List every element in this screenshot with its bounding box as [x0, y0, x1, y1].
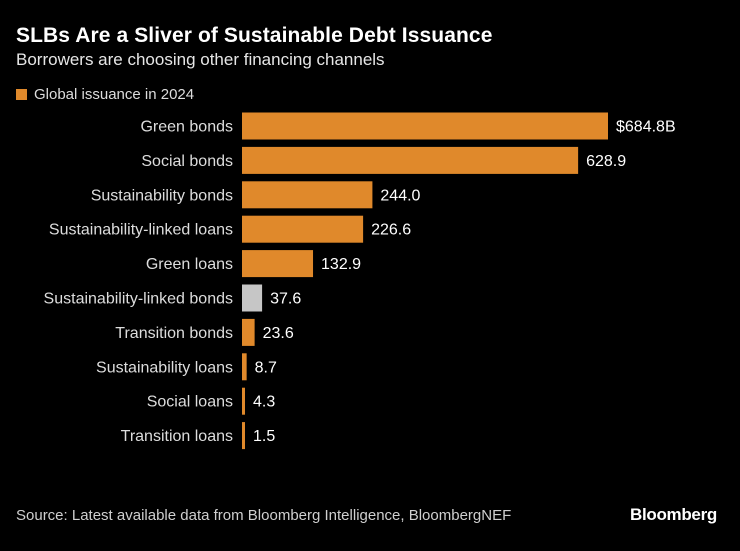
bar-chart: Green bonds $684.8B Social bonds 628.9 Susta…	[44, 112, 676, 450]
value-label: 4.3	[253, 394, 275, 411]
legend: Global issuance in 2024	[16, 86, 194, 103]
category-label: Sustainability bonds	[91, 187, 233, 204]
category-label: Social loans	[147, 394, 233, 411]
value-label: $684.8B	[616, 119, 676, 136]
source-note: Source: Latest available data from Bloom…	[16, 507, 512, 524]
bar	[242, 318, 255, 346]
value-label: 628.9	[586, 153, 626, 170]
bar	[242, 146, 579, 174]
value-label: 1.5	[253, 428, 275, 445]
value-label: 23.6	[263, 325, 294, 342]
bar	[242, 387, 245, 415]
category-label: Transition loans	[121, 428, 233, 445]
value-label: 132.9	[321, 256, 361, 273]
category-label: Sustainability-linked loans	[49, 222, 233, 239]
bar	[242, 353, 247, 381]
category-label: Green bonds	[140, 119, 233, 136]
bar	[242, 250, 314, 278]
bar	[242, 284, 263, 312]
bar	[242, 181, 373, 209]
category-label: Green loans	[146, 256, 233, 273]
category-label: Sustainability-linked bonds	[44, 291, 233, 308]
legend-label: Global issuance in 2024	[34, 86, 195, 103]
bar	[242, 422, 245, 450]
category-label: Social bonds	[141, 153, 233, 170]
bar	[242, 112, 608, 140]
value-label: 226.6	[371, 222, 411, 239]
value-label: 37.6	[270, 291, 301, 308]
bar	[242, 215, 364, 243]
bloomberg-logo: Bloomberg	[629, 505, 717, 524]
chart-title: SLBs Are a Sliver of Sustainable Debt Is…	[16, 24, 493, 47]
value-label: 8.7	[255, 359, 277, 376]
legend-swatch	[16, 89, 27, 100]
category-label: Transition bonds	[115, 325, 233, 342]
category-label: Sustainability loans	[96, 359, 233, 376]
chart-subtitle: Borrowers are choosing other financing c…	[16, 50, 385, 69]
value-label: 244.0	[380, 187, 420, 204]
